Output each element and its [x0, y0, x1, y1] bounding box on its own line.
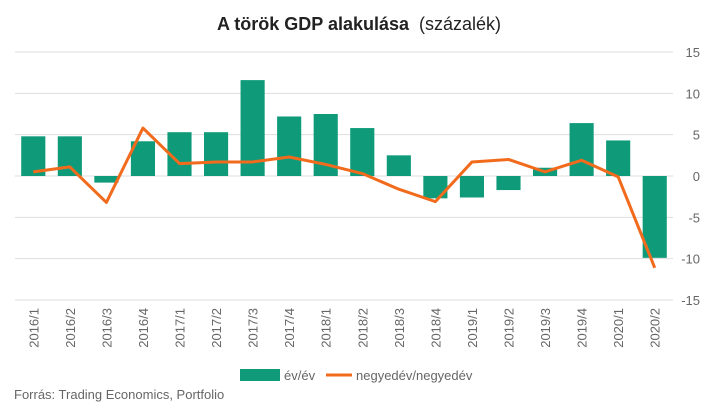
bar: [203, 132, 229, 176]
source-note: Forrás: Trading Economics, Portfolio: [14, 387, 225, 402]
chart-title-main: A török GDP alakulása: [217, 14, 410, 34]
y-tick-label: 10: [686, 86, 700, 101]
x-tick-label: 2020/2: [648, 308, 663, 348]
x-tick-label: 2017/2: [209, 308, 224, 348]
legend: év/év negyedév/negyedév: [240, 368, 473, 383]
y-tick-label: -15: [681, 293, 700, 308]
bar-series: [21, 80, 667, 258]
legend-label-bar: év/év: [284, 368, 316, 383]
bar: [459, 176, 485, 198]
x-tick-label: 2018/2: [355, 308, 370, 348]
bar: [606, 140, 631, 176]
x-tick-label: 2016/3: [99, 308, 114, 348]
bar: [423, 176, 448, 199]
x-axis-ticks: 2016/1 2016/2 2016/3 2016/4 2017/1 2017/2 2017…: [26, 308, 662, 348]
x-tick-label: 2020/1: [611, 308, 626, 348]
bar: [57, 136, 82, 176]
chart-title: A török GDP alakulása (százalék): [217, 14, 501, 34]
x-tick-label: 2018/4: [428, 308, 443, 348]
bar: [350, 128, 375, 176]
legend-label-line: negyedév/negyedév: [356, 368, 473, 383]
line-series: [33, 126, 657, 269]
x-tick-label: 2019/1: [465, 308, 480, 348]
gridlines: [15, 51, 673, 301]
x-tick-label: 2017/3: [246, 308, 261, 348]
x-tick-label: 2016/1: [26, 308, 41, 348]
y-tick-label: 5: [693, 128, 700, 143]
line-path: [33, 126, 657, 269]
x-tick-label: 2018/1: [319, 308, 334, 348]
bar: [496, 176, 521, 191]
y-axis-ticks: -15 -10 -5 0 5 10 15: [681, 45, 700, 308]
x-tick-label: 2017/4: [282, 308, 297, 348]
y-tick-label: -10: [681, 252, 700, 267]
y-tick-label: 0: [693, 169, 700, 184]
x-tick-label: 2019/4: [575, 308, 590, 348]
x-tick-label: 2019/2: [502, 308, 517, 348]
bar: [94, 176, 119, 183]
x-tick-label: 2018/3: [392, 308, 407, 348]
bar: [569, 123, 594, 176]
bar: [277, 116, 302, 176]
x-tick-label: 2016/2: [63, 308, 78, 348]
x-tick-label: 2019/3: [538, 308, 553, 348]
y-tick-label: 15: [686, 45, 700, 60]
x-tick-label: 2017/1: [173, 308, 188, 348]
y-tick-label: -5: [688, 210, 700, 225]
x-tick-label: 2016/4: [136, 308, 151, 348]
legend-swatch-bar: [240, 369, 280, 381]
bar: [386, 155, 411, 176]
chart-title-unit: (százalék): [419, 14, 501, 34]
